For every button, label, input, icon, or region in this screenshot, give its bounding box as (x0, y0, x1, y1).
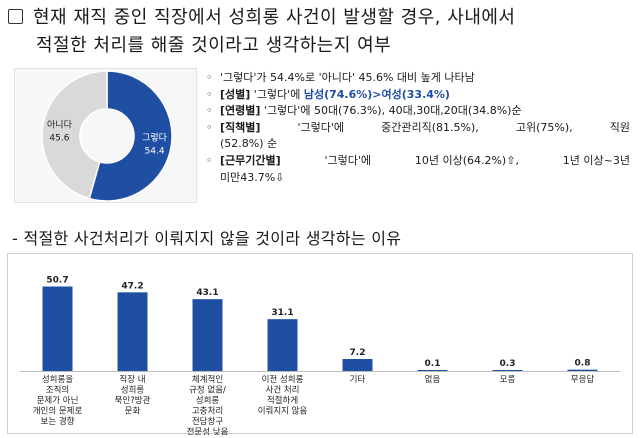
checkbox-icon (8, 9, 23, 24)
bar-value-label: 47.2 (121, 281, 143, 291)
bar-value-label: 0.8 (575, 359, 591, 369)
bar-5 (342, 359, 373, 371)
pie-slice-2 (41, 70, 108, 200)
bar-2 (117, 292, 148, 371)
bar-4 (267, 319, 298, 371)
bullet-icon: ◦ (206, 87, 213, 101)
section-subtitle: - 적절한 사건처리가 이뤄지지 않을 것이라 생각하는 이유 (12, 229, 402, 248)
bar-category-label: 이전 성희롱 사건 처리 적절하게 이뤄지지 않음 (258, 374, 308, 417)
bar-value-label: 0.3 (500, 359, 516, 369)
bar-7 (492, 370, 523, 371)
summary-label-age: [연령별] (220, 104, 261, 118)
bar-category-label: 성희롱을 조직의 문제가 아닌 개인의 문제로 보는 경향 (33, 374, 83, 427)
pie-label-name: 그렇다 (142, 133, 168, 144)
summary-row-tenure-cont: 미만43.7%⇩ (220, 170, 285, 184)
bar-category-label: 기타 (350, 375, 366, 385)
bar-value-label: 31.1 (271, 308, 293, 318)
bar-category-label: 모름 (500, 375, 516, 385)
bar-chart-panel: 50.7 성희롱을 조직의 문제가 아닌 개인의 문제로 보는 경향 47.2 직장 내 성희롱… (7, 253, 633, 435)
bar-8 (567, 369, 598, 371)
pie-chart-panel: 그렇다 54.4 아니다 45.6 (14, 68, 197, 203)
bar-1 (42, 286, 73, 371)
bar-value-label: 50.7 (46, 276, 68, 286)
summary-list: ◦ '그렇다'가 54.4%로 '아니다' 45.6% 대비 높게 나타남 ◦ … (206, 70, 630, 186)
bar-category-label: 없음 (425, 375, 441, 385)
bar-6 (417, 370, 448, 371)
question-line-1: 현재 재직 중인 직장에서 성희롱 사건이 발생할 경우, 사내에서 (33, 7, 516, 28)
bar-value-label: 43.1 (196, 288, 218, 298)
bullet-icon: ◦ (206, 153, 213, 167)
pie-label-value: 45.6 (49, 133, 69, 143)
bullet-icon: ◦ (206, 71, 213, 84)
question-heading: 현재 재직 중인 직장에서 성희롱 사건이 발생할 경우, 사내에서 적절한 처… (8, 4, 636, 60)
bar-category-label: 체계적인 규정 없음/성희롱 고충처리 전담창구 전문성 낮음 (187, 374, 229, 435)
pie-slice-1 (88, 70, 173, 202)
summary-label-position: [직책별] (220, 120, 261, 134)
bar-value-label: 0.1 (425, 359, 441, 369)
summary-row-age: ◦ [연령별] '그렇다'에 50대(76.3%), 40대,30대,20대(3… (206, 103, 630, 120)
gender-highlight: 남성(74.6%)>여성(33.4%) (303, 87, 450, 101)
bar-category-label: 직장 내 성희롱 묵인?방관 문화 (115, 374, 151, 417)
summary-row-position-cont: (52.8%) 순 (220, 137, 278, 151)
summary-row-tenure: ◦ [근무기간별] '그렇다'에 10년 이상(64.2%)⇧, 1년 이상~3… (206, 153, 630, 170)
bar-3 (192, 299, 223, 371)
summary-row-gender: ◦ [성별] '그렇다'에 남성(74.6%)>여성(33.4%) (206, 87, 630, 104)
pie-label-value: 54.4 (145, 147, 165, 157)
summary-row-position: ◦ [직책별] '그렇다'에 중간관리직(81.5%), 고위(75%), 직원 (206, 120, 630, 137)
pie-chart: 그렇다 54.4 아니다 45.6 (41, 70, 173, 202)
bar-category-label: 무응답 (571, 374, 595, 385)
bullet-icon: ◦ (206, 104, 213, 118)
summary-label-gender: [성별] (220, 87, 251, 101)
question-line-2: 적절한 처리를 해줄 것이라고 생각하는지 여부 (36, 35, 392, 56)
bullet-icon: ◦ (206, 120, 213, 134)
summary-row-overall: ◦ '그렇다'가 54.4%로 '아니다' 45.6% 대비 높게 나타남 (206, 70, 630, 87)
bar-value-label: 7.2 (350, 348, 366, 358)
bar-chart: 50.7 성희롱을 조직의 문제가 아닌 개인의 문제로 보는 경향 47.2 직장 내 성희롱… (20, 276, 620, 435)
pie-label-name: 아니다 (47, 119, 73, 130)
summary-label-tenure: [근무기간별] (220, 153, 281, 167)
